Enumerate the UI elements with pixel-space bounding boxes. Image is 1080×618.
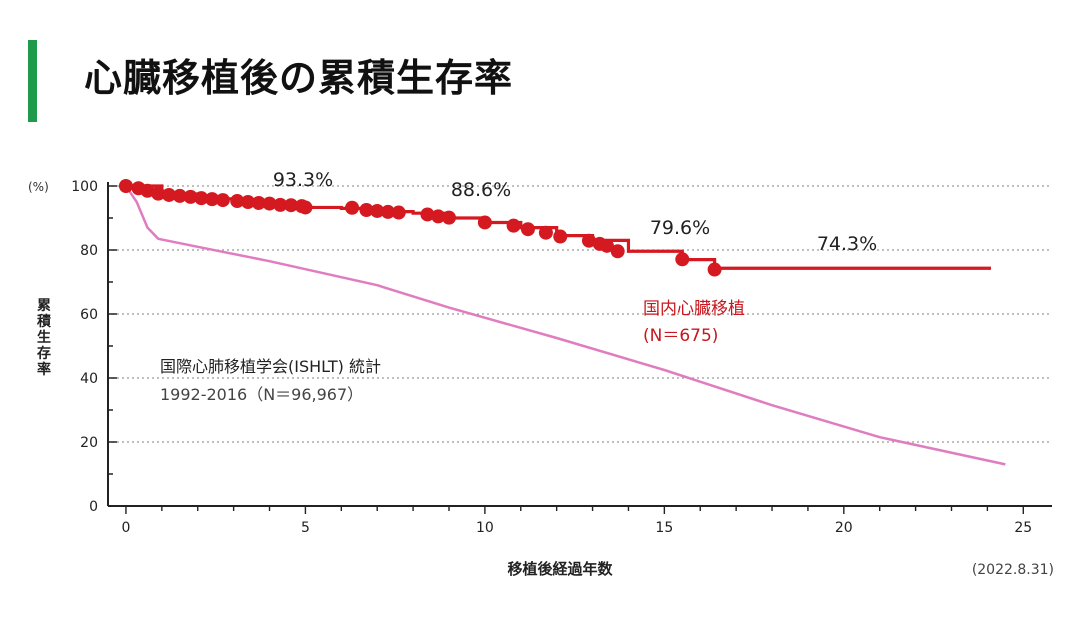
y-tick-label: 20 [80,435,98,451]
japan-data-point [359,203,374,217]
axis-layer: 0 20 40 60 80 100 (%) 0 5 10 15 20 25 [28,179,1052,536]
y-axis-title: 累積生存率 [36,298,52,378]
japan-data-point [162,187,177,202]
japan-data-point [230,194,245,209]
japan-data-point [205,192,220,207]
japan-data-point [370,203,385,218]
japan-data-point [345,200,360,215]
x-tick-label: 15 [655,520,673,536]
japan-data-point [194,191,209,206]
y-tick-label: 80 [80,243,98,259]
grid-layer [112,185,1052,443]
japan-data-point [610,244,625,259]
x-tick-label: 20 [835,520,853,536]
x-axis-title: 移植後経過年数 [507,560,613,578]
japan-data-point [262,196,277,211]
japan-data-point [284,198,299,213]
japan-data-point [140,183,155,198]
y-tick-label: 0 [89,499,98,515]
japan-data-point [240,195,255,209]
x-tick-label: 10 [476,520,494,536]
ishlt-series-label: 国際心肺移植学会(ISHLT) 統計 [160,357,381,376]
japan-data-point [441,210,456,225]
survival-percent-label: 93.3% [273,169,333,191]
survival-percent-label: 88.6% [451,179,511,201]
japan-data-point [431,209,446,224]
japan-data-point [707,262,722,277]
japan-data-point [118,179,133,193]
japan-data-point [520,222,535,237]
ishlt-survival-line [124,185,1006,466]
japan-data-point [477,215,492,230]
japan-data-point [599,238,614,253]
y-tick-label: 60 [80,307,98,323]
japan-data-point [391,205,406,220]
survival-percent-label: 79.6% [650,217,710,239]
japan-data-point [538,225,553,240]
japan-data-point [151,186,166,201]
japan-data-point [420,207,435,222]
japan-data-point [273,197,288,212]
label-layer: 移植後経過年数 累積生存率 93.3% 88.6% 79.6% 74.3% 国内心臓移植 (N… [36,169,877,578]
japan-series-n-label: (N＝675) [643,326,718,346]
series-layer [124,184,1006,466]
japan-data-point [506,218,521,233]
title-accent-bar [28,40,37,122]
japan-data-point [251,195,266,210]
japan-data-point [215,193,230,208]
y-tick-label: 40 [80,371,98,387]
japan-data-point [172,188,187,203]
x-tick-label: 5 [301,520,310,536]
japan-data-point [183,189,198,204]
y-tick-label: 100 [71,179,98,195]
japan-data-point [581,233,596,248]
page-title: 心臓移植後の累積生存率 [84,56,514,100]
japan-data-point [675,252,690,267]
data-date: (2022.8.31) [971,562,1054,578]
x-tick-label: 0 [121,520,130,536]
x-tick-label: 25 [1014,520,1032,536]
japan-series-label: 国内心臓移植 [643,299,745,319]
japan-data-point [553,229,568,244]
y-unit-label: (%) [28,180,49,194]
japan-data-point [380,204,395,219]
survival-percent-label: 74.3% [817,233,877,255]
japan-data-point [298,200,313,215]
marker-layer [118,179,722,277]
ishlt-series-n-label: 1992‐2016（N＝96,967） [160,385,363,404]
